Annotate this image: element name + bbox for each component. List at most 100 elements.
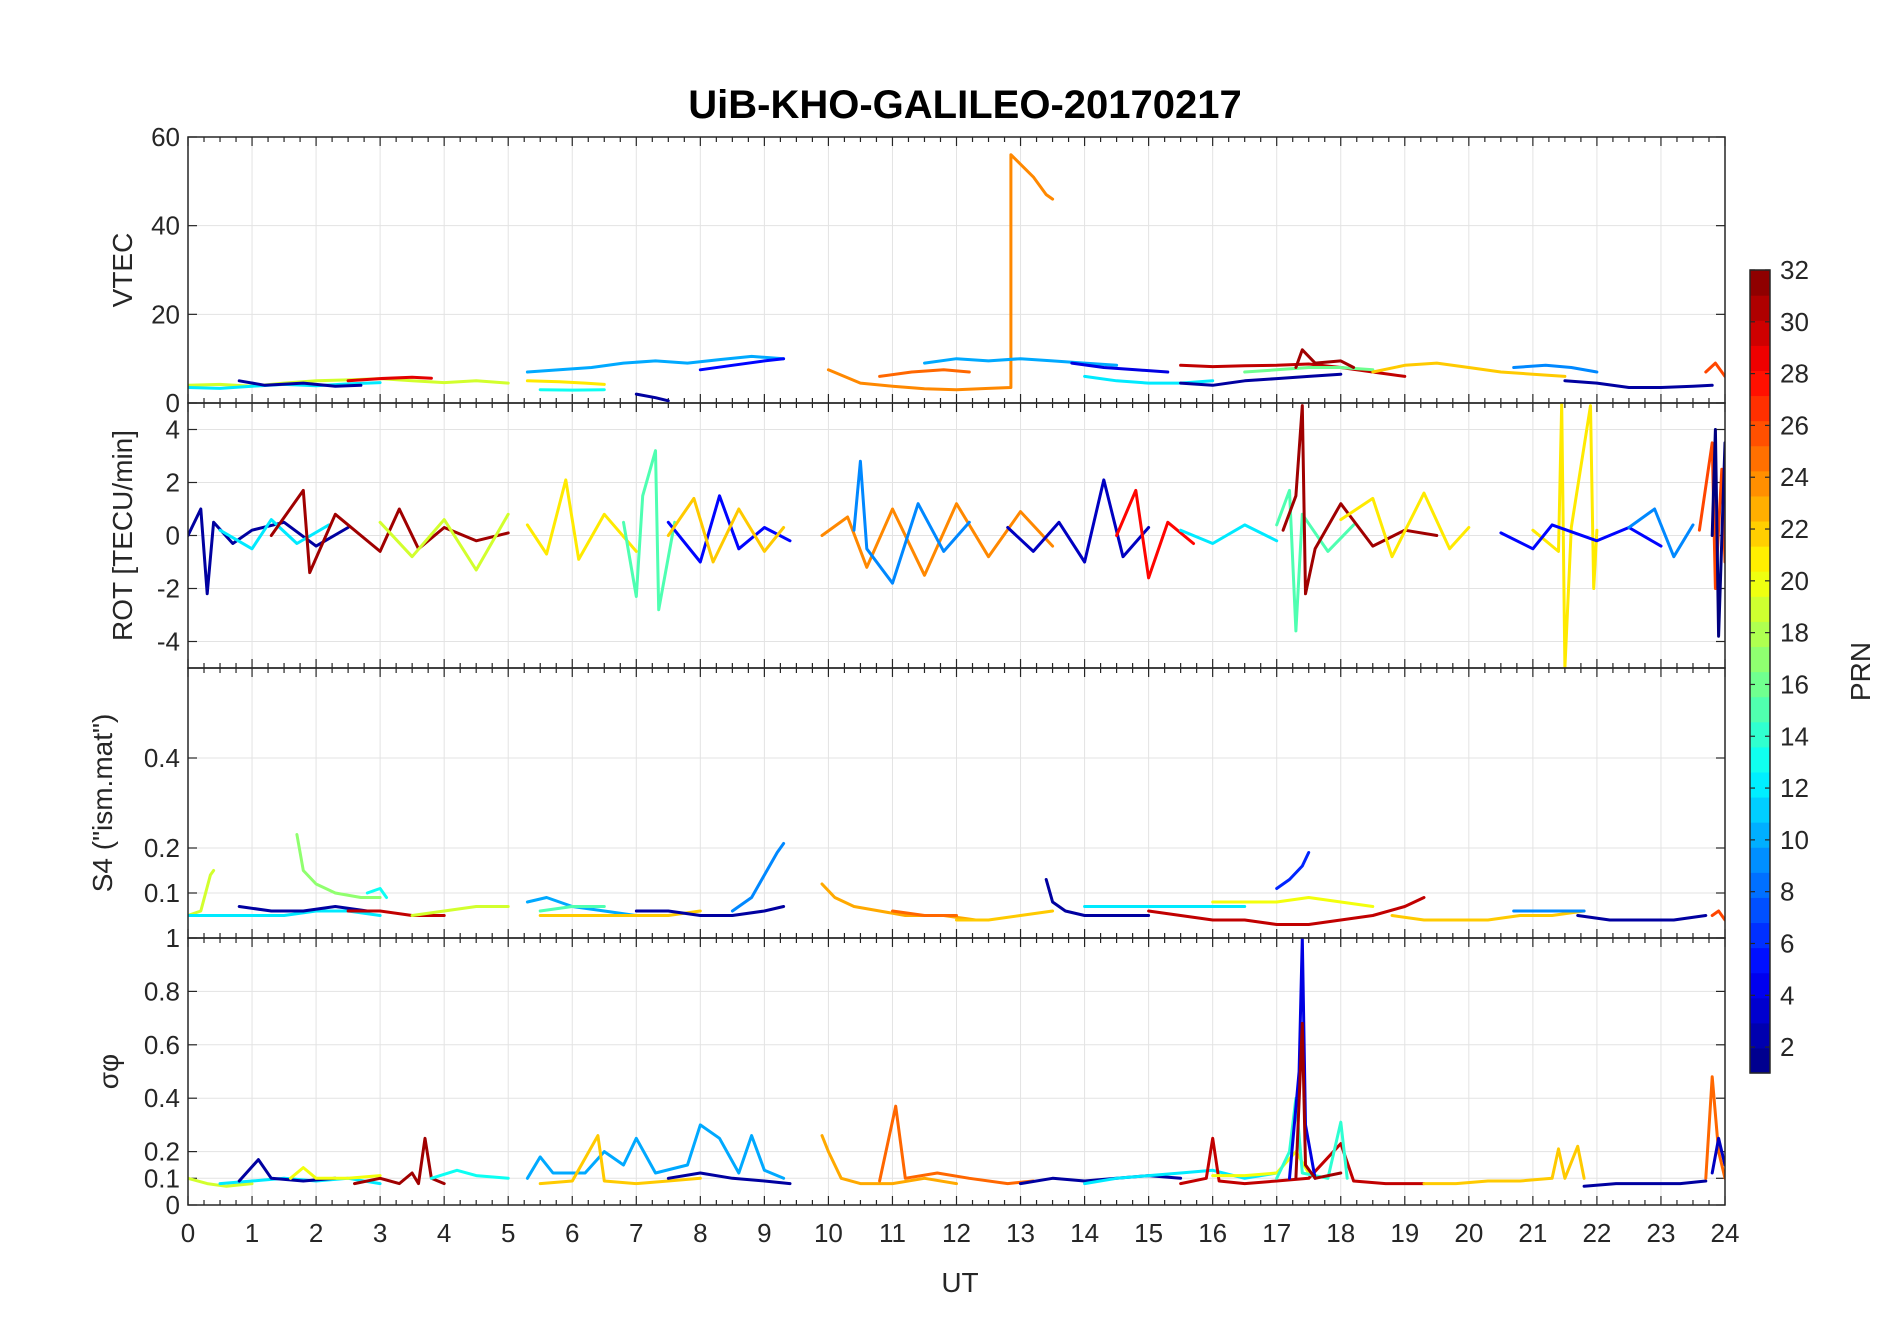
colorbar-tick-label: 22: [1780, 514, 1809, 544]
x-tick-label: 18: [1326, 1218, 1355, 1248]
x-tick-label: 8: [693, 1218, 707, 1248]
prn-trace: [878, 1104, 1035, 1186]
y-tick-label: -4: [157, 627, 180, 657]
prn-trace: [1070, 361, 1170, 374]
colorbar-tick-label: 2: [1780, 1032, 1794, 1062]
colorbar-band: [1750, 746, 1770, 773]
y-tick-label: 0: [166, 521, 180, 551]
prn-trace: [1179, 523, 1279, 545]
y-tick-label: 1: [166, 923, 180, 953]
x-tick-label: 22: [1582, 1218, 1611, 1248]
prn-trace: [1006, 478, 1151, 564]
x-tick-label: 12: [942, 1218, 971, 1248]
colorbar-tick-label: 30: [1780, 307, 1809, 337]
prn-trace: [955, 909, 1055, 922]
panel-3: 0.1 0.2 0.4 S4 ("ism.mat"): [87, 667, 1726, 939]
chart-title: UiB-KHO-GALILEO-20170217: [688, 83, 1241, 127]
prn-trace: [1044, 878, 1151, 917]
x-tick-label: 11: [879, 1218, 906, 1248]
prn-trace: [188, 1176, 254, 1188]
colorbar-band: [1750, 495, 1770, 522]
colorbar-band: [1750, 897, 1770, 924]
y-tick-label: 0.2: [144, 833, 180, 863]
prn-trace: [1582, 1179, 1708, 1188]
prn-trace: [622, 449, 677, 612]
colorbar-band: [1750, 696, 1770, 723]
y-tick-label: 2: [166, 468, 180, 498]
y-tick-label: 20: [151, 299, 180, 329]
x-tick-label: 0: [181, 1218, 195, 1248]
prn-trace: [634, 392, 670, 403]
prn-trace: [289, 1166, 382, 1180]
y-tick-label: 0.4: [144, 743, 180, 773]
colorbar-band: [1750, 546, 1770, 572]
prn-trace: [1288, 938, 1317, 1180]
colorbar-band: [1750, 1047, 1770, 1074]
prn-trace: [666, 1171, 792, 1186]
x-tick-label: 1: [245, 1218, 259, 1248]
prn-trace: [538, 909, 702, 917]
x-tick-label: 17: [1262, 1218, 1291, 1248]
colorbar-tick-label: 12: [1780, 773, 1809, 803]
colorbar-tick-label: 4: [1780, 980, 1794, 1010]
colorbar-tick-label: 14: [1780, 721, 1809, 751]
prn-trace: [188, 869, 216, 917]
colorbar-band: [1750, 847, 1770, 873]
prn-trace: [1499, 523, 1663, 551]
colorbar-band: [1750, 972, 1770, 999]
prn-trace: [1211, 1150, 1311, 1178]
prn-trace: [878, 368, 971, 378]
prn-trace: [1390, 909, 1586, 922]
prn-trace: [525, 1123, 786, 1180]
prn-trace: [923, 357, 1119, 367]
prn-trace: [295, 833, 382, 899]
prn-trace: [188, 507, 350, 596]
prn-trace: [852, 459, 971, 585]
prn-trace: [1294, 348, 1356, 369]
colorbar-band: [1750, 345, 1770, 371]
prn-trace: [410, 905, 510, 917]
colorbar-band: [1750, 922, 1770, 949]
colorbar-band: [1750, 822, 1770, 848]
prn-trace: [826, 153, 1055, 392]
prn-trace: [1704, 1075, 1725, 1180]
colorbar-band: [1750, 445, 1770, 472]
prn-trace: [1083, 1168, 1279, 1186]
prn-trace: [1275, 488, 1356, 633]
colorbar-band: [1750, 621, 1770, 648]
prn-trace: [378, 512, 510, 572]
colorbar-band: [1750, 270, 1770, 296]
prn-trace: [1710, 428, 1725, 638]
x-tick-label: 6: [565, 1218, 579, 1248]
series-group: [188, 403, 1725, 668]
prn-trace: [346, 375, 433, 383]
prn-trace: [634, 905, 786, 917]
x-tick-label: 2: [309, 1218, 323, 1248]
series-group: [188, 153, 1725, 403]
x-tick-label: 16: [1198, 1218, 1227, 1248]
colorbar-tick-label: 6: [1780, 928, 1794, 958]
colorbar-tick-label: 20: [1780, 566, 1809, 596]
prn-trace: [1339, 491, 1471, 559]
panel-2: -4 -2 0 2 4 ROT [TECU/min]: [107, 402, 1726, 669]
x-axis-tick-labels: 0 1 2 3 4 5 6 7 8 9 10 11 12 13 14 15 16 17 18 19 20 21 22 23 24: [181, 1218, 1740, 1248]
prn-trace: [1147, 896, 1426, 926]
y-tick-label: 0: [166, 388, 180, 418]
x-tick-label: 23: [1646, 1218, 1675, 1248]
colorbar-label: PRN: [1845, 642, 1876, 701]
colorbar-tick-label: 16: [1780, 669, 1809, 699]
prn-trace: [1243, 366, 1375, 374]
panel-4: 00.10.2 0.4 0.6 0.8 1 σφ: [93, 923, 1726, 1220]
prn-trace: [1275, 851, 1311, 890]
colorbar-band: [1750, 721, 1770, 748]
y-axis-label: ROT [TECU/min]: [107, 430, 138, 641]
y-tick-label: 60: [151, 122, 180, 152]
prn-trace: [353, 1136, 446, 1186]
x-tick-label: 9: [757, 1218, 771, 1248]
x-tick-label: 19: [1390, 1218, 1419, 1248]
prn-trace: [1179, 372, 1343, 387]
y-tick-label: 4: [166, 415, 180, 445]
x-tick-label: 24: [1711, 1218, 1740, 1248]
